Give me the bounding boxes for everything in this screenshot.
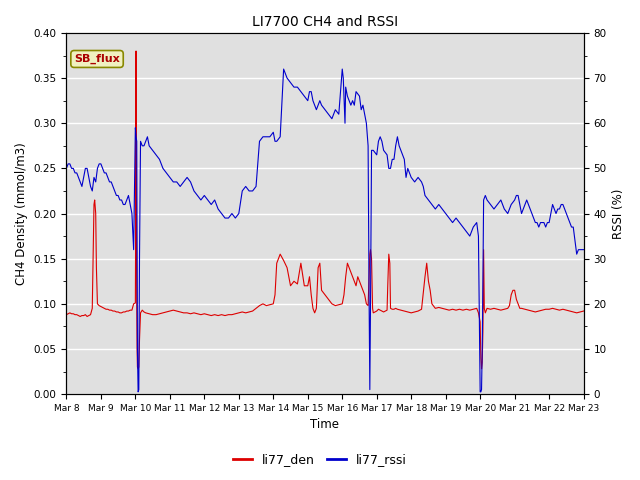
li77_rssi [280, 66, 287, 72]
li77_rssi [304, 98, 312, 104]
Title: LI7700 CH4 and RSSI: LI7700 CH4 and RSSI [252, 15, 398, 29]
Line: li77_den: li77_den [67, 51, 584, 369]
li77_rssi [564, 215, 572, 221]
Legend: li77_den, li77_rssi: li77_den, li77_rssi [228, 448, 412, 471]
li77_den [134, 366, 142, 372]
Y-axis label: RSSI (%): RSSI (%) [612, 188, 625, 239]
X-axis label: Time: Time [310, 419, 339, 432]
li77_den [180, 310, 188, 316]
li77_rssi [73, 170, 81, 176]
li77_den [513, 297, 520, 302]
li77_den [166, 308, 173, 314]
li77_rssi [120, 202, 127, 207]
Y-axis label: CH4 Density (mmol/m3): CH4 Density (mmol/m3) [15, 142, 28, 285]
li77_rssi [580, 247, 588, 252]
li77_rssi [550, 206, 558, 212]
li77_den [506, 303, 513, 309]
li77_rssi [134, 389, 142, 395]
li77_den [132, 48, 140, 54]
Line: li77_rssi: li77_rssi [67, 69, 584, 392]
Text: SB_flux: SB_flux [74, 54, 120, 64]
li77_den [483, 305, 491, 311]
li77_den [580, 308, 588, 314]
li77_den [63, 312, 70, 318]
li77_rssi [568, 224, 575, 230]
li77_den [342, 274, 349, 280]
li77_rssi [63, 166, 70, 171]
